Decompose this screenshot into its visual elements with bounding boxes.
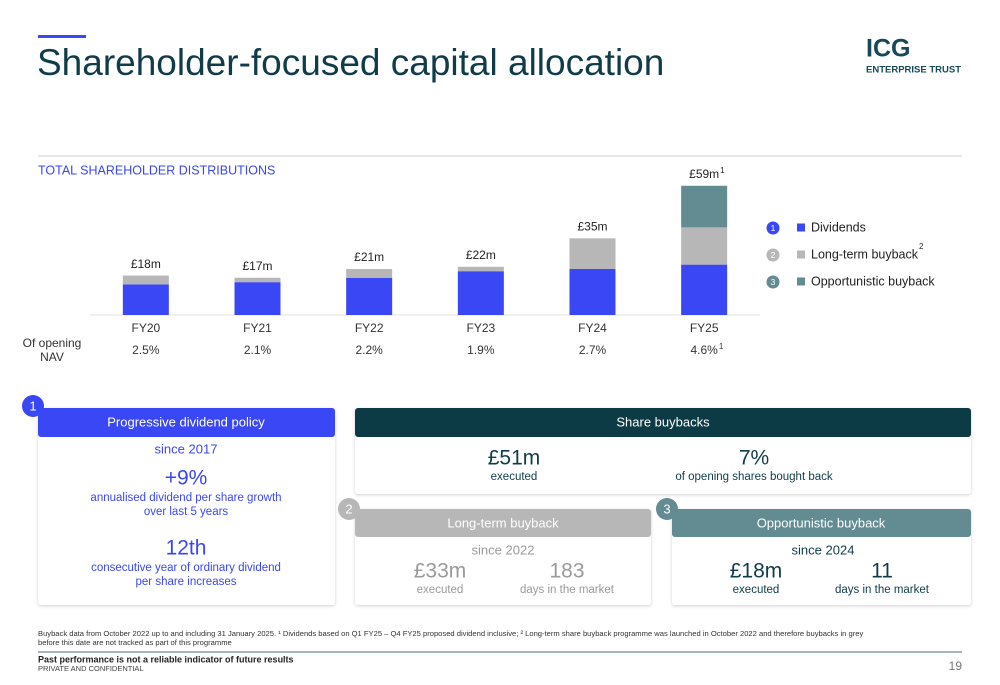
panel-title: Long-term buyback bbox=[447, 515, 559, 530]
legend-badge-number: 2 bbox=[771, 250, 776, 260]
footnote: Buyback data from October 2022 up to and… bbox=[38, 629, 863, 638]
legend-swatch bbox=[797, 277, 805, 286]
x-tick-label: FY21 bbox=[243, 321, 272, 335]
bar-segment bbox=[681, 264, 728, 315]
footnote-mark: 2 bbox=[919, 242, 924, 251]
stat-value: 11 bbox=[871, 560, 893, 583]
panel-header bbox=[355, 509, 651, 537]
title-accent bbox=[38, 35, 86, 38]
legend-label: Long-term buyback bbox=[811, 247, 919, 261]
footnote-mark: 1 bbox=[720, 166, 725, 175]
disclaimer: Past performance is not a reliable indic… bbox=[38, 654, 294, 664]
x-tick-label: FY23 bbox=[466, 321, 495, 335]
bar-segment bbox=[569, 269, 616, 315]
bar-segment bbox=[346, 269, 393, 278]
stat-value: 183 bbox=[549, 560, 584, 583]
nav-label: NAV bbox=[40, 350, 64, 364]
nav-value: 1.9% bbox=[467, 343, 495, 357]
total-label: £59m bbox=[689, 167, 719, 181]
bar-segment bbox=[122, 284, 169, 315]
stat-value: £51m bbox=[488, 447, 541, 470]
footnote: before this date are not tracked as part… bbox=[38, 638, 232, 647]
x-tick-label: FY25 bbox=[690, 321, 719, 335]
bar-segment bbox=[234, 282, 281, 315]
since: since 2017 bbox=[155, 441, 218, 456]
since: since 2022 bbox=[472, 542, 535, 557]
stat-caption: days in the market bbox=[835, 584, 930, 596]
stat-value: £33m bbox=[414, 560, 467, 583]
stat-caption: days in the market bbox=[520, 584, 615, 596]
panel-header bbox=[355, 408, 971, 437]
badge-number: 3 bbox=[663, 501, 670, 516]
stat-caption: executed bbox=[491, 471, 538, 483]
stat-caption: consecutive year of ordinary dividend bbox=[91, 562, 281, 574]
stat-caption: over last 5 years bbox=[144, 506, 229, 518]
nav-label: Of opening bbox=[23, 336, 82, 350]
bar-segment bbox=[681, 185, 728, 228]
legend-swatch bbox=[797, 250, 805, 259]
legend-label: Dividends bbox=[811, 220, 866, 234]
panel bbox=[38, 408, 335, 605]
nav-value: 2.2% bbox=[355, 343, 383, 357]
bar-segment bbox=[681, 227, 728, 265]
bar-segment bbox=[122, 275, 169, 285]
badge-number: 1 bbox=[29, 398, 36, 413]
stat-caption: executed bbox=[733, 584, 780, 596]
confidential: PRIVATE AND CONFIDENTIAL bbox=[38, 664, 144, 673]
legend-badge-number: 3 bbox=[771, 277, 776, 287]
bar-segment bbox=[569, 238, 616, 270]
legend-badge bbox=[766, 275, 780, 289]
slide-title: Shareholder-focused capital allocation bbox=[37, 42, 664, 83]
since: since 2024 bbox=[792, 542, 855, 557]
nav-value: 2.7% bbox=[579, 343, 607, 357]
total-label: £22m bbox=[466, 248, 496, 262]
panel-header bbox=[38, 408, 335, 437]
legend-badge-number: 1 bbox=[771, 223, 776, 233]
legend-badge bbox=[766, 221, 780, 235]
stat-caption: annualised dividend per share growth bbox=[90, 492, 281, 504]
nav-value: 4.6% bbox=[690, 343, 718, 357]
bar-segment bbox=[346, 277, 393, 315]
legend-badge bbox=[766, 248, 780, 262]
chart: £18m FY20 2.5% £17m FY21 2.1% £21m FY22 2.2% £22m… bbox=[90, 166, 935, 357]
x-tick-label: FY22 bbox=[355, 321, 384, 335]
badge bbox=[22, 395, 44, 417]
legend-label: Opportunistic buyback bbox=[811, 274, 935, 288]
x-tick-label: FY24 bbox=[578, 321, 607, 335]
stat-value: +9% bbox=[165, 467, 208, 490]
x-tick-label: FY20 bbox=[131, 321, 160, 335]
footnote-mark: 1 bbox=[719, 342, 724, 351]
logo: ICG bbox=[866, 35, 910, 63]
total-label: £21m bbox=[354, 250, 384, 264]
panel-title: Progressive dividend policy bbox=[107, 414, 265, 429]
badge bbox=[338, 498, 360, 520]
stat-value: 7% bbox=[739, 447, 769, 470]
legend-swatch bbox=[797, 223, 805, 232]
nav-value: 2.1% bbox=[244, 343, 272, 357]
nav-value: 2.5% bbox=[132, 343, 160, 357]
total-label: £17m bbox=[242, 259, 272, 273]
bar-segment bbox=[234, 277, 281, 283]
panel-title: Share buybacks bbox=[616, 414, 710, 429]
stat-value: £18m bbox=[730, 560, 783, 583]
stat-caption: executed bbox=[417, 584, 464, 596]
panel-header bbox=[672, 509, 971, 537]
bar-segment bbox=[457, 266, 504, 272]
badge bbox=[656, 498, 678, 520]
stat-value: 12th bbox=[166, 537, 207, 560]
chart-title: TOTAL SHAREHOLDER DISTRIBUTIONS bbox=[38, 163, 275, 177]
bar-segment bbox=[457, 271, 504, 315]
logo-sub: ENTERPRISE TRUST bbox=[866, 65, 961, 76]
badge-number: 2 bbox=[345, 501, 352, 516]
stat-caption: per share increases bbox=[136, 576, 237, 588]
stat-caption: of opening shares bought back bbox=[675, 471, 833, 483]
total-label: £35m bbox=[577, 220, 607, 234]
page-number: 19 bbox=[949, 659, 963, 673]
panel-title: Opportunistic buyback bbox=[757, 515, 886, 530]
total-label: £18m bbox=[131, 257, 161, 271]
